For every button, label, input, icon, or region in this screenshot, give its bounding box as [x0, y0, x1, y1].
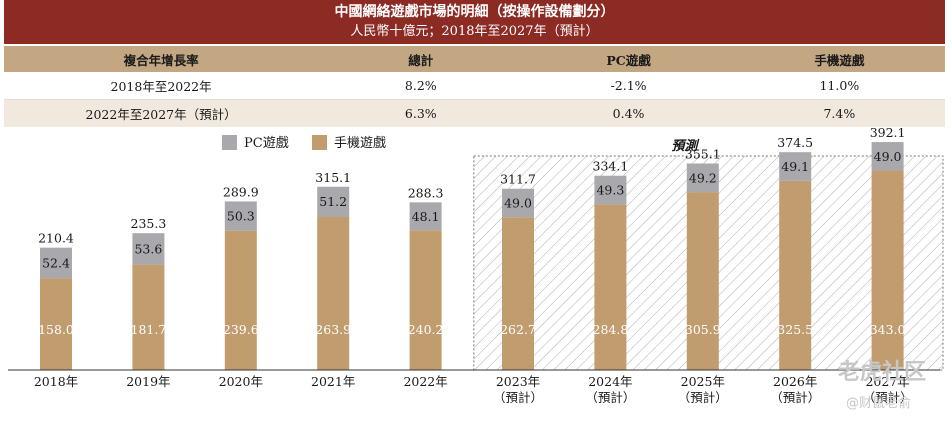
chart-subtitle: 人民幣十億元；2018年至2027年（預計）: [350, 24, 599, 39]
value-label-mobile: 305.9: [685, 322, 721, 337]
bar-mobile: [871, 170, 904, 370]
x-tick-label: 2024年: [588, 374, 632, 389]
value-label-mobile: 263.9: [315, 322, 351, 337]
stacked-bar-chart: 預測 PC遊戲 手機遊戲 158.0 52.4 210.4 181.7 53.6 235.…: [8, 125, 944, 405]
x-tick-label: 2018年: [34, 374, 78, 389]
x-tick-label: 2022年: [403, 374, 447, 389]
value-label-pc: 50.3: [227, 209, 255, 224]
x-tick-label: 2020年: [219, 374, 263, 389]
value-label-total: 374.5: [777, 135, 813, 150]
value-label-total: 288.3: [408, 185, 444, 200]
cagr-header-label: 複合年增長率: [4, 46, 319, 72]
forecast-label: 預測: [671, 138, 700, 154]
cagr-row: 2018年至2022年 8.2% -2.1% 11.0%: [4, 72, 945, 100]
x-tick-label: 2026年: [773, 374, 817, 389]
bar-mobile: [40, 278, 72, 370]
value-label-total: 315.1: [315, 170, 351, 185]
cagr-period: 2018年至2022年: [4, 72, 319, 100]
bar-pc: [40, 247, 72, 279]
bar-pc: [686, 163, 719, 193]
bar-mobile: [224, 230, 257, 370]
cagr-total: 8.2%: [318, 72, 524, 100]
x-tick-label: （預計）: [493, 390, 543, 405]
bar-pc: [502, 188, 534, 218]
watermark-brand: 老虎社区: [838, 360, 927, 385]
legend-swatch-pc: [222, 135, 237, 150]
value-label-mobile: 262.7: [500, 322, 536, 337]
cagr-table: 複合年增長率 總計 PC遊戲 手機遊戲 2018年至2022年 8.2% -2.…: [4, 46, 945, 127]
value-label-total: 289.9: [223, 184, 259, 199]
value-label-total: 355.1: [685, 147, 721, 162]
value-label-total: 311.7: [500, 172, 536, 187]
value-label-pc: 49.0: [874, 149, 902, 164]
x-tick-label: （預計）: [770, 390, 820, 405]
x-tick-label: 2019年: [126, 374, 170, 389]
bar-mobile: [502, 217, 534, 370]
bar-pc: [132, 233, 165, 265]
cagr-header-total: 總計: [318, 46, 524, 72]
value-label-total: 235.3: [131, 216, 167, 231]
x-tick-label: （預計）: [863, 390, 913, 405]
bar-mobile: [317, 216, 350, 370]
x-tick-label: 2025年: [681, 374, 725, 389]
value-label-total: 392.1: [870, 125, 906, 140]
cagr-header-pc: PC遊戲: [523, 46, 734, 72]
value-label-pc: 49.1: [781, 159, 809, 174]
cagr-pc: 0.4%: [523, 99, 734, 127]
bar-pc: [317, 186, 350, 217]
value-label-pc: 51.2: [319, 194, 347, 209]
bar-pc: [779, 152, 812, 181]
legend-swatch-mobile: [312, 135, 327, 150]
value-label-mobile: 158.0: [38, 322, 74, 337]
value-label-pc: 48.1: [412, 209, 440, 224]
value-label-total: 334.1: [593, 159, 629, 174]
bar-pc: [224, 201, 257, 231]
x-tick-label: （預計）: [678, 390, 728, 405]
bar-pc: [871, 142, 904, 171]
bar-mobile: [779, 180, 812, 370]
value-label-mobile: 239.6: [223, 322, 259, 337]
x-tick-label: 2021年: [311, 374, 355, 389]
bar-pc: [409, 202, 442, 231]
watermark-handle: @财鼠老俞: [846, 396, 912, 411]
value-label-mobile: 325.5: [777, 322, 813, 337]
x-tick-label: （預計）: [585, 390, 635, 405]
cagr-header-mobile: 手機遊戲: [733, 46, 945, 72]
legend-label-pc: PC遊戲: [244, 136, 289, 151]
bar-mobile: [686, 192, 719, 370]
value-label-mobile: 343.0: [870, 322, 906, 337]
chart-title-bar: 中國網絡遊戲市場的明細（按操作設備劃分） 人民幣十億元；2018年至2027年（…: [4, 0, 945, 44]
value-label-pc: 49.0: [504, 195, 532, 210]
bar-mobile: [594, 204, 627, 370]
value-label-pc: 49.2: [689, 170, 717, 185]
x-tick-label: 2027年: [865, 374, 909, 389]
value-label-pc: 53.6: [134, 241, 162, 256]
value-label-pc: 52.4: [42, 255, 70, 270]
value-label-mobile: 181.7: [131, 322, 167, 337]
cagr-header-row: 複合年增長率 總計 PC遊戲 手機遊戲: [4, 46, 945, 72]
x-tick-label: 2023年: [496, 374, 540, 389]
cagr-row: 2022年至2027年（預計） 6.3% 0.4% 7.4%: [4, 99, 945, 127]
bar-mobile: [409, 230, 442, 370]
cagr-period: 2022年至2027年（預計）: [4, 99, 319, 127]
value-label-mobile: 240.2: [408, 322, 444, 337]
value-label-total: 210.4: [38, 231, 74, 246]
chart-title: 中國網絡遊戲市場的明細（按操作設備劃分）: [334, 4, 615, 20]
cagr-pc: -2.1%: [523, 72, 734, 100]
value-label-pc: 49.3: [596, 183, 624, 198]
cagr-mobile: 7.4%: [733, 99, 945, 127]
bar-pc: [594, 175, 627, 205]
cagr-mobile: 11.0%: [733, 72, 945, 100]
cagr-total: 6.3%: [318, 99, 524, 127]
legend-label-mobile: 手機遊戲: [334, 136, 386, 151]
value-label-mobile: 284.8: [593, 322, 629, 337]
bar-mobile: [132, 264, 165, 370]
